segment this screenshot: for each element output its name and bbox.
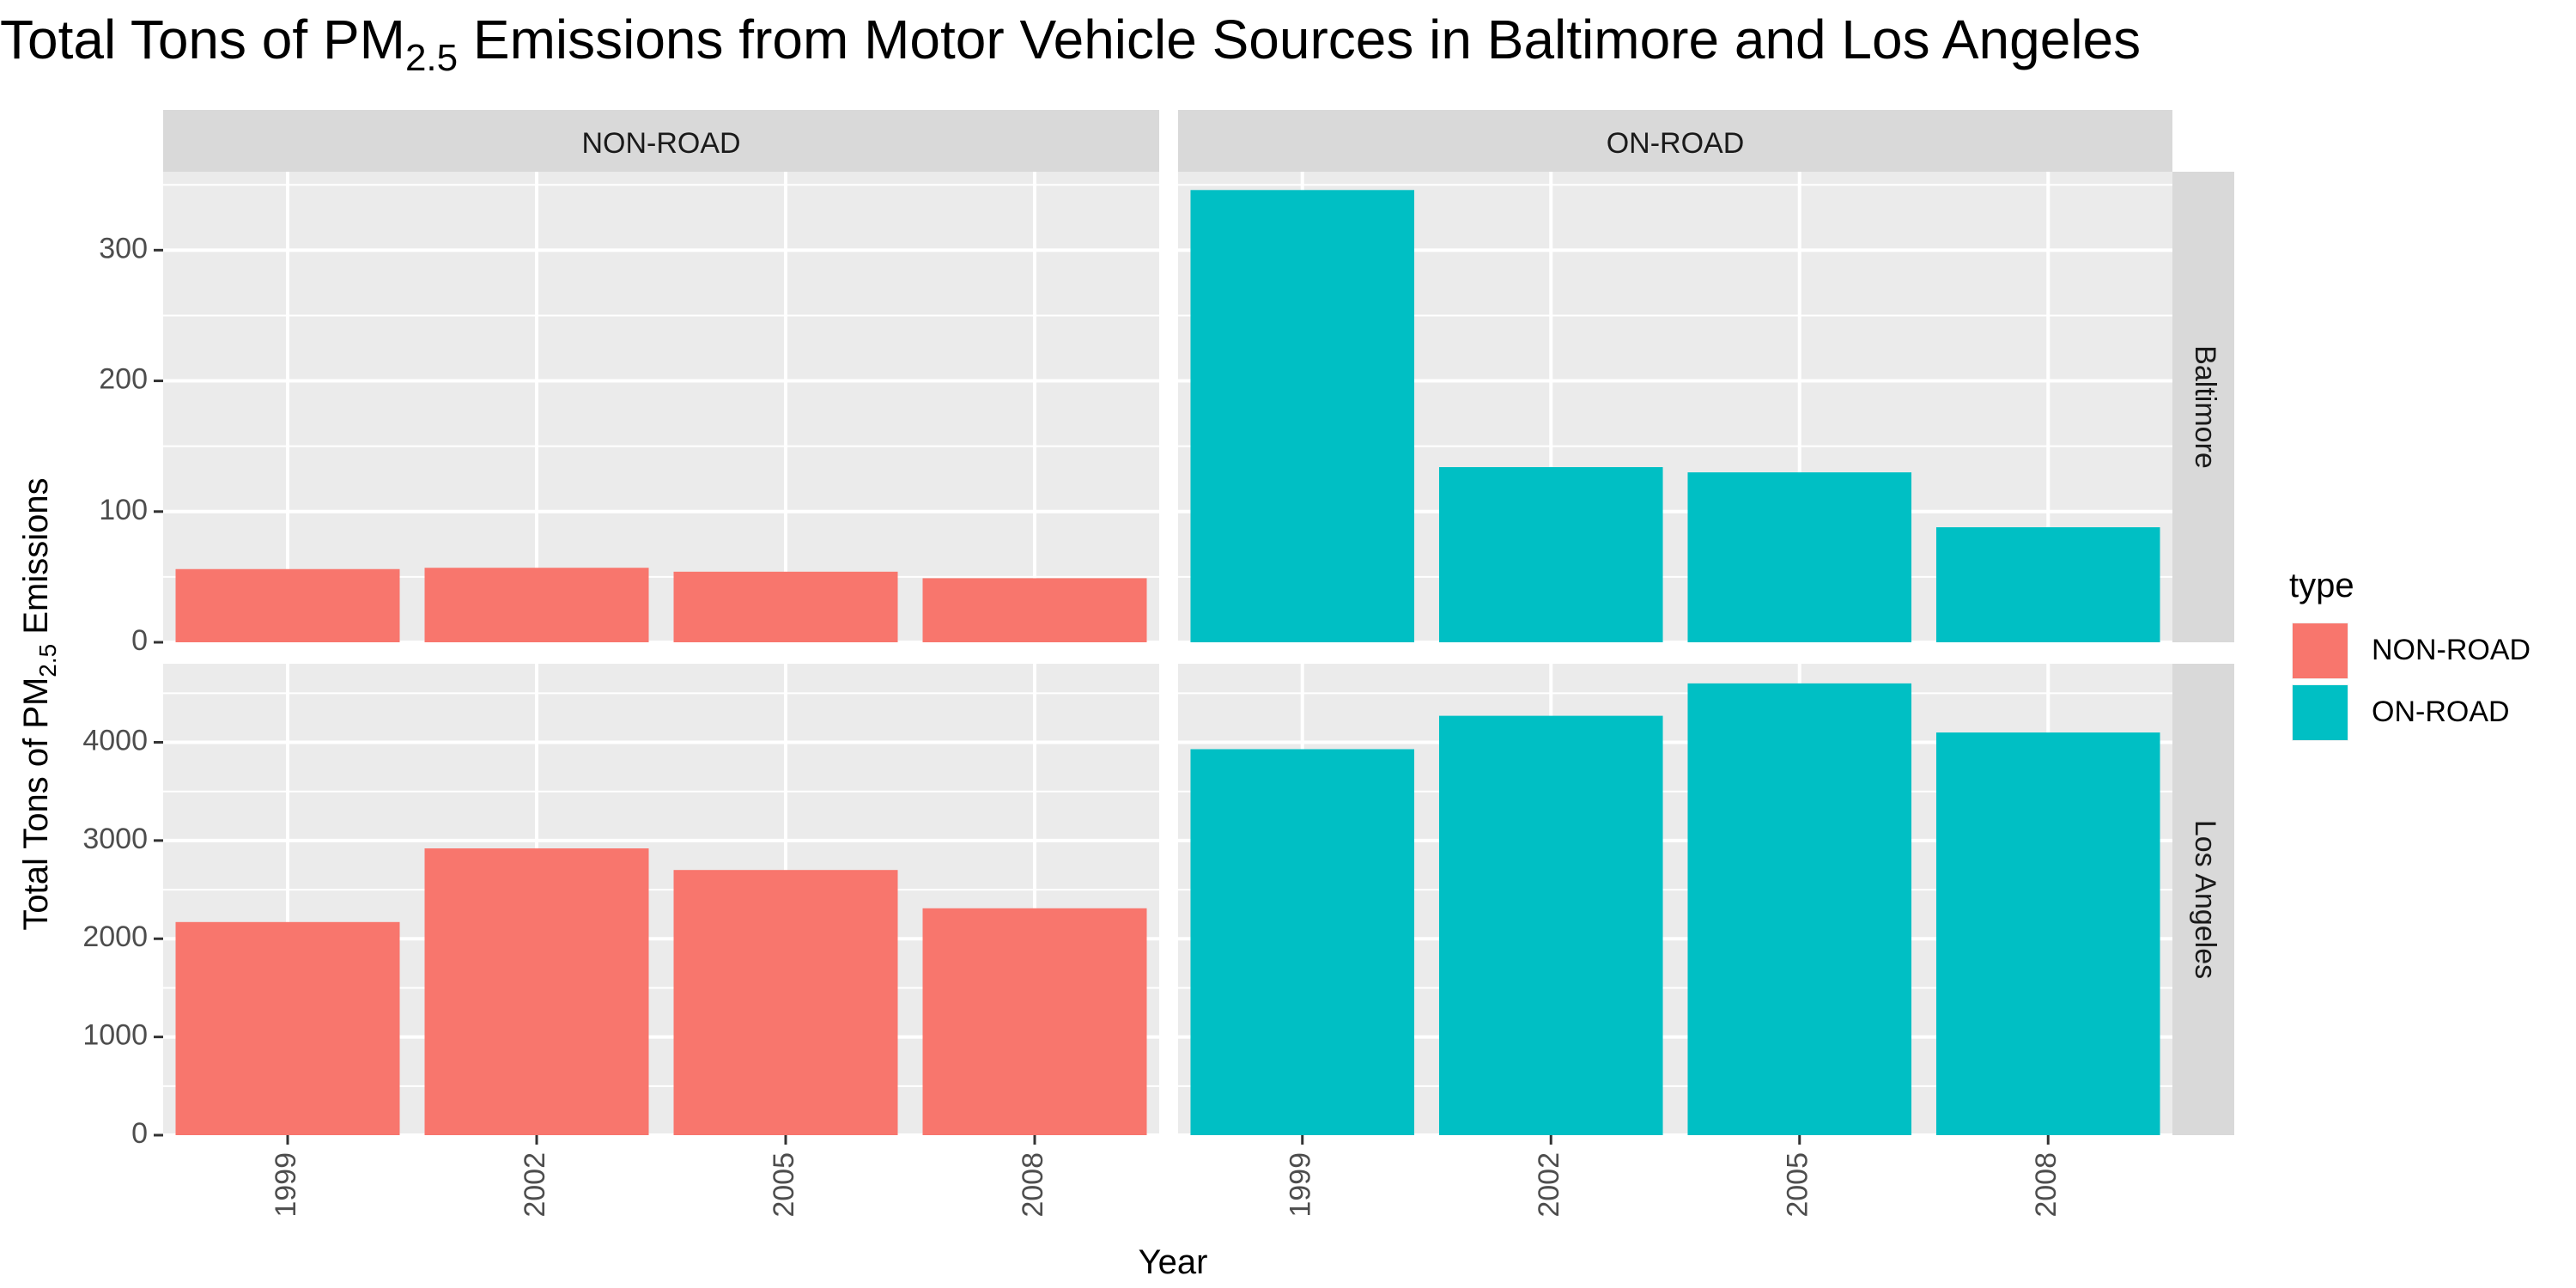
bar-baltimore-on-road-2005: [1687, 472, 1912, 642]
legend-swatch-non-road: [2293, 623, 2348, 678]
facet-strip-baltimore: [2172, 172, 2234, 642]
y-tick-label: 3000: [82, 823, 148, 855]
chart-title-subscript: 2.5: [405, 37, 458, 79]
facet-strip-on-road: [1178, 110, 2172, 172]
x-tick-label: 2002: [1533, 1152, 1565, 1218]
x-tick-label: 2002: [519, 1152, 551, 1218]
legend-swatch-on-road: [2293, 685, 2348, 740]
facet-strip-label-on-road: ON-ROAD: [1607, 127, 1745, 160]
y-axis-title: Total Tons of PM2.5 Emissions: [17, 477, 61, 930]
panel-baltimore-non-road: [163, 172, 1159, 644]
chart-title: Total Tons of PM2.5 Emissions from Motor…: [0, 9, 2141, 79]
y-axis-title-rest: Emissions: [17, 477, 55, 643]
y-tick-label: 1000: [82, 1019, 148, 1052]
legend: type NON-ROAD ON-ROAD: [2289, 567, 2530, 741]
legend-label-on-road: ON-ROAD: [2372, 696, 2510, 728]
bar-baltimore-on-road-1999: [1190, 190, 1415, 643]
bar-los-angeles-on-road-1999: [1190, 749, 1415, 1135]
bar-los-angeles-non-road-2002: [424, 848, 649, 1135]
facet-strip-label-non-road: NON-ROAD: [581, 127, 740, 160]
legend-title: type: [2289, 567, 2354, 605]
y-axis-title-main: Total Tons of PM: [17, 677, 55, 931]
bar-baltimore-non-road-2002: [424, 568, 649, 642]
chart-title-main: Total Tons of PM: [0, 9, 405, 70]
bar-baltimore-on-road-2008: [1935, 527, 2160, 642]
y-tick-label: 300: [99, 232, 148, 264]
x-tick-label: 2005: [768, 1152, 800, 1218]
y-tick-label: 4000: [82, 724, 148, 756]
y-tick-label: 2000: [82, 920, 148, 953]
facet-strip-label-los-angeles: Los Angeles: [2189, 820, 2221, 979]
chart-title-rest: Emissions from Motor Vehicle Sources in …: [458, 9, 2141, 70]
y-axis-title-subscript: 2.5: [34, 644, 61, 677]
bar-los-angeles-non-road-2008: [922, 908, 1147, 1135]
x-tick-label: 2005: [1782, 1152, 1814, 1218]
y-tick-label: 0: [131, 1117, 148, 1150]
bar-baltimore-on-road-2002: [1438, 467, 1663, 642]
bar-baltimore-non-road-2008: [922, 578, 1147, 642]
panel-baltimore-on-road: [1178, 172, 2172, 644]
bar-los-angeles-non-road-1999: [175, 921, 400, 1135]
facet-strip-label-baltimore: Baltimore: [2189, 345, 2221, 469]
facet-strip-non-road: [163, 110, 1159, 172]
bar-baltimore-non-road-2005: [673, 571, 898, 642]
facet-strip-los-angeles: [2172, 664, 2234, 1135]
bar-baltimore-non-road-1999: [175, 568, 400, 642]
panel-los-angeles-non-road: [163, 664, 1159, 1137]
x-tick-label: 1999: [270, 1152, 302, 1218]
y-tick-label: 0: [131, 624, 148, 657]
legend-label-non-road: NON-ROAD: [2372, 634, 2530, 666]
panel-los-angeles-on-road: [1178, 664, 2172, 1137]
bar-los-angeles-on-road-2008: [1935, 732, 2160, 1135]
x-axis-title: Year: [1139, 1243, 1208, 1281]
legend-items: NON-ROAD ON-ROAD: [2292, 623, 2530, 741]
bar-los-angeles-on-road-2005: [1687, 683, 1912, 1135]
x-tick-label: 2008: [2030, 1152, 2063, 1218]
plot-area: NON-ROAD ON-ROAD Baltimore Los Angeles 0 100 2…: [82, 110, 2234, 1218]
bar-los-angeles-non-road-2005: [673, 870, 898, 1135]
y-tick-label: 200: [99, 363, 148, 396]
x-tick-label: 2008: [1017, 1152, 1049, 1218]
y-tick-label: 100: [99, 494, 148, 526]
bar-los-angeles-on-road-2002: [1438, 715, 1663, 1135]
x-tick-label: 1999: [1285, 1152, 1317, 1218]
